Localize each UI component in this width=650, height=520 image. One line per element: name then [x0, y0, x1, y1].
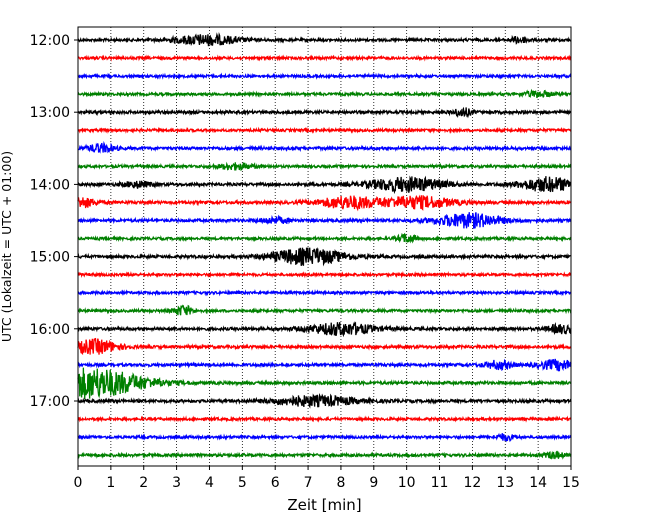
seismic-trace [77, 232, 572, 244]
y-tick-label: 15:00 [30, 250, 70, 266]
seismic-trace [77, 106, 572, 119]
x-tick-label: 2 [139, 475, 148, 491]
x-tick-label: 1 [106, 475, 115, 491]
seismic-trace [77, 337, 572, 355]
seismic-trace [77, 126, 572, 134]
seismic-trace [77, 194, 572, 212]
seismic-trace [77, 88, 572, 99]
y-tick-label: 12:00 [30, 33, 70, 49]
y-tick-label: 17:00 [30, 394, 70, 410]
seismic-trace [77, 31, 572, 47]
x-tick-label: 7 [304, 475, 313, 491]
x-tick-label: 9 [369, 475, 378, 491]
traces [77, 31, 572, 460]
seismic-trace [77, 304, 572, 316]
y-tick-label: 16:00 [30, 322, 70, 338]
x-tick-label: 14 [529, 475, 547, 491]
seismic-trace [77, 72, 572, 80]
seismic-trace [77, 140, 572, 154]
grid-lines [110, 27, 539, 466]
x-axis-ticks: 0 1 2 3 4 5 6 7 8 9 10 11 12 13 14 15 [74, 466, 580, 491]
x-tick-label: 4 [205, 475, 214, 491]
x-tick-label: 3 [172, 475, 181, 491]
x-tick-label: 5 [238, 475, 247, 491]
x-tick-label: 13 [496, 475, 514, 491]
seismic-trace [77, 367, 572, 399]
seismic-trace [77, 358, 572, 372]
x-tick-label: 12 [463, 475, 481, 491]
y-axis-ticks: 12:00 13:00 14:00 15:00 16:00 17:00 [30, 33, 78, 410]
seismic-trace [77, 432, 572, 443]
seismic-trace [77, 247, 572, 267]
seismic-trace [77, 321, 572, 338]
seismic-trace [77, 271, 572, 279]
seismic-trace [77, 175, 572, 195]
x-tick-label: 6 [271, 475, 280, 491]
x-tick-label: 8 [336, 475, 345, 491]
plot-frame [77, 26, 572, 467]
seismic-trace [77, 54, 572, 62]
seismic-trace [77, 450, 572, 460]
y-axis-label: UTC (Lokalzeit = UTC + 01:00) [0, 151, 14, 342]
x-tick-label: 11 [431, 475, 449, 491]
seismic-trace [77, 288, 572, 297]
x-axis-label: Zeit [min] [287, 496, 361, 514]
x-tick-label: 0 [74, 475, 83, 491]
seismic-trace [77, 415, 572, 423]
seismic-trace [77, 161, 572, 172]
x-tick-label: 15 [562, 475, 580, 491]
y-tick-label: 13:00 [30, 105, 70, 121]
seismic-trace [77, 212, 572, 229]
x-tick-label: 10 [398, 475, 416, 491]
y-tick-label: 14:00 [30, 177, 70, 193]
seismic-trace [77, 393, 572, 409]
